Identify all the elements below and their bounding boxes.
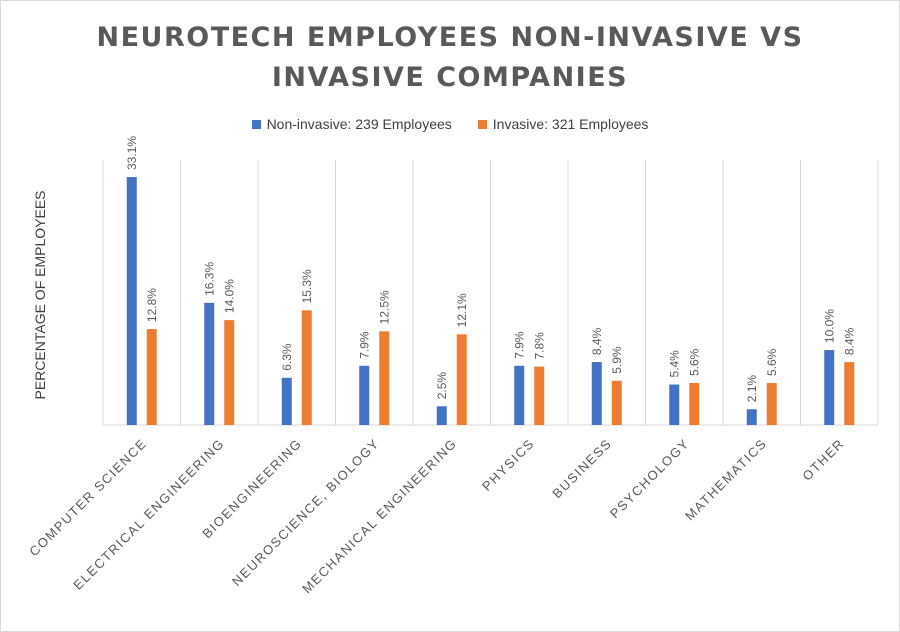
x-tick-label: NEUROSCIENCE, BIOLOGY bbox=[229, 436, 382, 589]
bar-invasive bbox=[766, 383, 777, 425]
legend-swatch-non-invasive bbox=[251, 119, 261, 129]
bar-invasive bbox=[301, 310, 312, 425]
legend-label-non-invasive: Non-invasive: 239 Employees bbox=[266, 116, 452, 132]
data-label-non-invasive: 7.9% bbox=[512, 331, 526, 359]
bar-invasive bbox=[534, 366, 545, 425]
x-tick-label: BUSINESS bbox=[549, 436, 615, 502]
data-label-non-invasive: 7.9% bbox=[357, 331, 371, 359]
data-label-invasive: 15.3% bbox=[300, 269, 314, 303]
bar-invasive bbox=[379, 331, 390, 425]
bar-non-invasive bbox=[591, 362, 602, 425]
data-label-invasive: 12.8% bbox=[145, 288, 159, 322]
bar-non-invasive bbox=[204, 302, 215, 425]
data-label-non-invasive: 2.5% bbox=[435, 372, 449, 400]
bar-non-invasive bbox=[824, 350, 835, 425]
bar-invasive bbox=[224, 320, 235, 425]
legend-swatch-invasive bbox=[477, 119, 487, 129]
legend: Non-invasive: 239 Employees Invasive: 32… bbox=[0, 116, 900, 132]
data-label-non-invasive: 33.1% bbox=[125, 136, 139, 170]
data-label-invasive: 14.0% bbox=[222, 279, 236, 313]
bar-non-invasive bbox=[436, 406, 447, 425]
data-label-invasive: 12.1% bbox=[455, 293, 469, 327]
data-label-non-invasive: 5.4% bbox=[667, 350, 681, 378]
data-label-invasive: 7.8% bbox=[532, 332, 546, 360]
x-tick-label: PSYCHOLOGY bbox=[607, 436, 693, 522]
data-label-non-invasive: 2.1% bbox=[745, 375, 759, 403]
y-axis-title: PERCENTAGE OF EMPLOYEES bbox=[32, 190, 48, 399]
bar-non-invasive bbox=[359, 365, 370, 425]
legend-item-invasive: Invasive: 321 Employees bbox=[477, 116, 649, 132]
bar-non-invasive bbox=[281, 377, 292, 425]
x-tick-label: ELECTRICAL ENGINEERING bbox=[70, 436, 227, 593]
chart-title: NEUROTECH EMPLOYEES NON-INVASIVE VS INVA… bbox=[96, 22, 804, 93]
legend-label-invasive: Invasive: 321 Employees bbox=[492, 116, 649, 132]
bar-non-invasive bbox=[514, 365, 525, 425]
legend-item-non-invasive: Non-invasive: 239 Employees bbox=[251, 116, 452, 132]
data-label-non-invasive: 6.3% bbox=[280, 343, 294, 371]
data-label-non-invasive: 8.4% bbox=[590, 327, 604, 355]
data-label-invasive: 5.9% bbox=[610, 346, 624, 374]
bar-invasive bbox=[611, 380, 622, 425]
bar-non-invasive bbox=[126, 177, 137, 425]
bar-invasive bbox=[456, 334, 467, 425]
data-label-non-invasive: 10.0% bbox=[822, 309, 836, 343]
data-label-invasive: 12.5% bbox=[377, 290, 391, 324]
x-tick-label: MECHANICAL ENGINEERING bbox=[299, 436, 460, 597]
x-tick-label: PHYSICS bbox=[479, 436, 537, 494]
data-label-invasive: 8.4% bbox=[842, 327, 856, 355]
bar-invasive bbox=[689, 383, 700, 425]
bar-non-invasive bbox=[669, 384, 680, 425]
bar-non-invasive bbox=[746, 409, 757, 425]
bar-invasive bbox=[844, 362, 855, 425]
data-label-invasive: 5.6% bbox=[687, 348, 701, 376]
data-label-invasive: 5.6% bbox=[765, 348, 779, 376]
x-tick-label: MATHEMATICS bbox=[682, 436, 770, 524]
bar-invasive bbox=[146, 329, 157, 425]
x-tick-label: OTHER bbox=[799, 436, 847, 484]
data-label-non-invasive: 16.3% bbox=[202, 262, 216, 296]
